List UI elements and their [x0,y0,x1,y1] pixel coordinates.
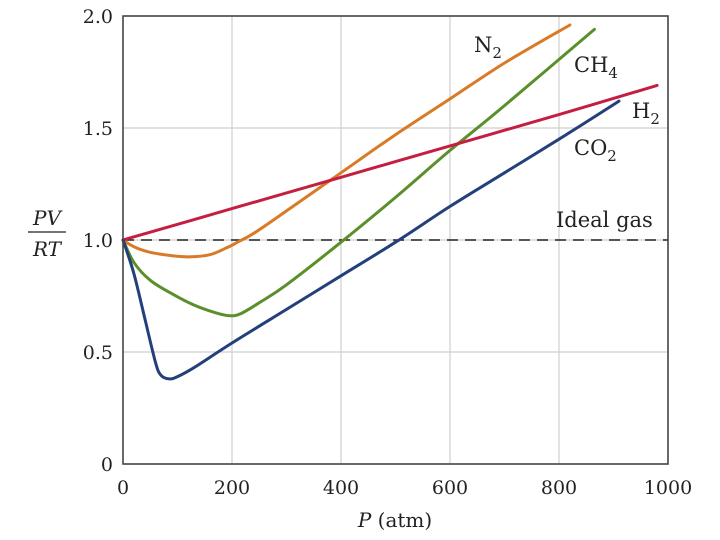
series-line-co2 [121,99,621,381]
x-tick-label-0: 0 [117,477,129,499]
y-tick-label-0: 0 [101,454,113,476]
ideal-gas-label: Ideal gas [556,208,653,232]
x-tick-label-1: 200 [214,477,250,499]
series-line-ch4 [121,27,596,318]
y-tick-label-3: 1.5 [83,118,113,140]
series-label-n2: N2 [474,33,502,62]
series-label-h2: H2 [632,99,660,128]
y-tick-label-4: 2.0 [83,6,113,28]
x-axis-label: P (atm) [357,508,432,532]
series-lines [121,23,659,381]
y-axis-label-numerator: PV [32,206,63,230]
y-tick-label-1: 0.5 [83,342,113,364]
series-line-n2 [121,23,572,259]
series-label-co2: CO2 [574,136,617,165]
y-tick-label-2: 1.0 [83,230,113,252]
tick-labels: 0 200 400 600 800 1000 0 0.5 1.0 1.5 2.0 [83,6,692,499]
series-label-ch4: CH4 [574,53,618,82]
y-axis-label-denominator: RT [32,237,63,261]
x-tick-label-5: 1000 [644,477,692,499]
x-tick-label-4: 800 [541,477,577,499]
x-tick-label-3: 600 [432,477,468,499]
x-tick-label-2: 400 [323,477,359,499]
series-line-h2 [121,83,659,242]
plot-frame [122,15,669,465]
